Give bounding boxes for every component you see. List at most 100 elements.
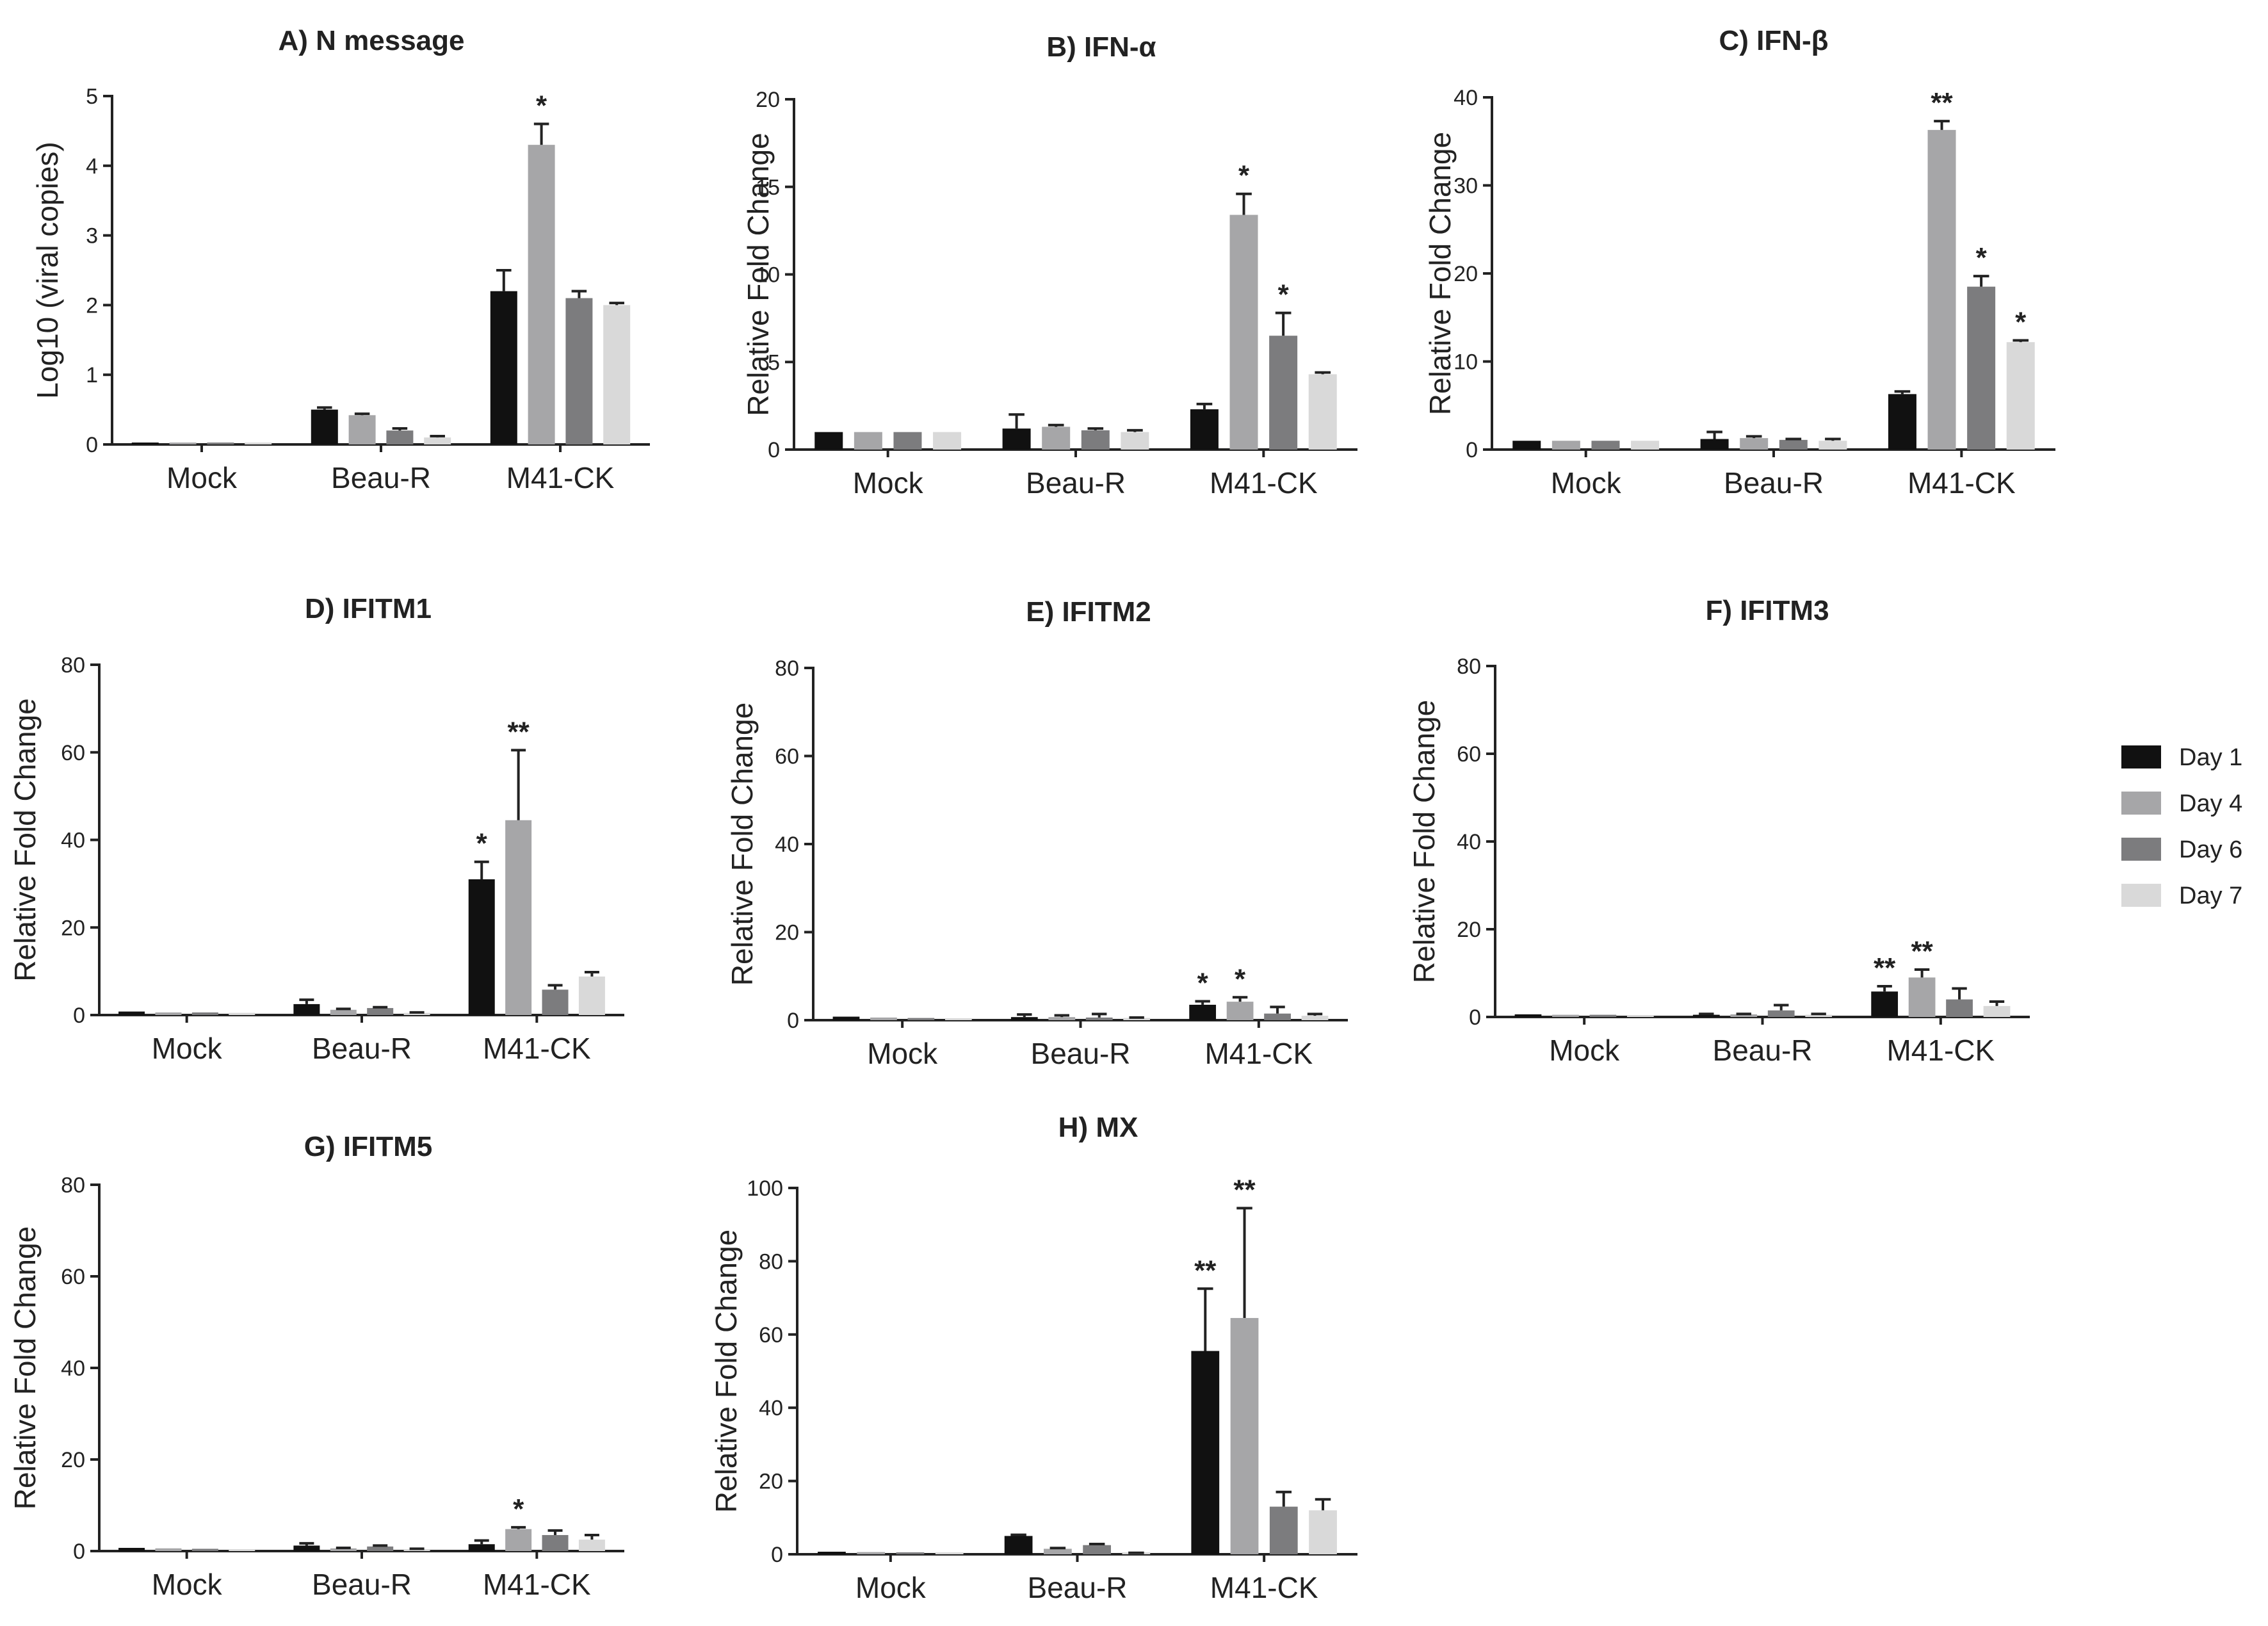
y-tick-label: 0 — [73, 1004, 85, 1028]
bar-day-1 — [1004, 1536, 1033, 1554]
x-tick-label: Mock — [867, 1037, 938, 1070]
bar-day-6 — [1779, 439, 1808, 450]
y-tick-label: 60 — [775, 745, 799, 769]
x-tick-label: Mock — [853, 466, 924, 500]
panel-title: E) IFITM2 — [1026, 596, 1151, 628]
bar-day-7 — [1818, 441, 1847, 450]
y-tick-label: 40 — [1457, 830, 1481, 854]
bar-day-7 — [944, 1018, 972, 1020]
bar-day-1 — [293, 1545, 320, 1551]
significance-marker: * — [1976, 242, 1988, 273]
panel-title: D) IFITM1 — [305, 593, 432, 624]
panel-title: A) N message — [278, 25, 464, 56]
significance-marker: * — [536, 90, 547, 122]
y-tick-label: 3 — [86, 224, 98, 248]
bar-day-6 — [191, 1012, 218, 1015]
bar-day-7 — [1301, 1016, 1329, 1020]
y-tick-label: 60 — [1457, 742, 1481, 767]
x-tick-label: Beau-R — [331, 461, 431, 494]
bar-day-7 — [578, 1540, 605, 1551]
y-tick-label: 20 — [1454, 262, 1478, 286]
bar-day-7 — [2006, 342, 2035, 450]
bar-day-1 — [468, 1544, 495, 1551]
bar-day-1 — [1871, 991, 1899, 1017]
bar-day-6 — [542, 1534, 569, 1551]
x-tick-label: Mock — [152, 1032, 223, 1065]
y-tick-label: 80 — [61, 1173, 85, 1198]
x-tick-label: Beau-R — [312, 1032, 412, 1065]
bar-day-7 — [1805, 1014, 1833, 1017]
legend: Day 1 Day 4 Day 6 Day 7 — [2121, 744, 2242, 909]
chart-panel-h: H) MX Relative Fold Change 0 20 40 60 80 100 Moc… — [709, 1112, 1357, 1604]
y-tick-label: 20 — [759, 1470, 783, 1494]
y-axis-label: Relative Fold Change — [741, 133, 775, 416]
bar-day-1 — [468, 879, 495, 1015]
significance-marker: * — [2015, 307, 2027, 338]
y-axis-label: Relative Fold Change — [1423, 132, 1457, 415]
chart-panel-f: F) IFITM3 Relative Fold Change 0 20 40 60 80 Mo… — [1407, 595, 2030, 1067]
y-axis-label: Relative Fold Change — [8, 698, 42, 981]
bar-day-7 — [1308, 374, 1337, 450]
y-tick-label: 60 — [61, 741, 85, 765]
bar-day-7 — [578, 976, 605, 1015]
x-tick-label: M41-CK — [483, 1032, 591, 1065]
y-tick-label: 80 — [1457, 654, 1481, 679]
bar-day-7 — [229, 1012, 255, 1015]
legend-swatch-day-4 — [2121, 792, 2161, 815]
bar-day-6 — [1083, 1545, 1111, 1554]
x-tick-label: Mock — [166, 461, 238, 494]
bar-day-4 — [857, 1552, 886, 1554]
bar-day-6 — [1269, 1506, 1298, 1554]
y-tick-label: 20 — [61, 1448, 85, 1472]
bar-day-4 — [1042, 427, 1071, 450]
chart-panel-b: B) IFN-α Relative Fold Change 0 5 10 15 20 Mock… — [741, 31, 1357, 500]
y-tick-label: 0 — [1466, 438, 1478, 462]
panel-title: G) IFITM5 — [304, 1131, 432, 1162]
y-tick-label: 0 — [771, 1543, 783, 1567]
legend-label: Day 6 — [2179, 836, 2242, 863]
bar-day-4 — [1226, 1002, 1254, 1020]
bar-day-4 — [854, 432, 882, 450]
y-tick-label: 5 — [768, 350, 780, 375]
bar-day-6 — [191, 1549, 218, 1551]
y-tick-label: 20 — [61, 916, 85, 940]
x-tick-label: Beau-R — [1026, 466, 1126, 500]
chart-panel-g: G) IFITM5 Relative Fold Change 0 20 40 60 80 Mo… — [8, 1131, 624, 1601]
y-tick-label: 30 — [1454, 174, 1478, 199]
panel-title: H) MX — [1058, 1112, 1138, 1143]
bar-day-1 — [1692, 1014, 1720, 1017]
bar-day-7 — [935, 1552, 964, 1554]
y-tick-label: 0 — [73, 1540, 85, 1564]
bar-day-4 — [330, 1548, 357, 1551]
bar-day-1 — [293, 1004, 320, 1015]
bar-day-4 — [1229, 215, 1258, 450]
bar-day-4 — [1908, 977, 1936, 1017]
x-tick-label: Mock — [1551, 466, 1622, 500]
bar-day-4 — [1230, 1318, 1259, 1554]
bar-day-1 — [814, 432, 843, 450]
bar-day-7 — [229, 1549, 255, 1551]
x-tick-label: Beau-R — [1724, 466, 1824, 500]
legend-label: Day 4 — [2179, 790, 2242, 817]
y-tick-label: 10 — [756, 263, 780, 288]
bar-day-1 — [1512, 441, 1541, 450]
y-tick-label: 80 — [775, 656, 799, 681]
panel-title: F) IFITM3 — [1705, 595, 1829, 626]
bar-day-1 — [1191, 1351, 1220, 1554]
y-axis-label: Relative Fold Change — [725, 703, 759, 986]
x-tick-label: Mock — [152, 1568, 223, 1601]
y-tick-label: 80 — [61, 653, 85, 678]
bar-day-6 — [1767, 1010, 1795, 1017]
bar-day-4 — [1730, 1014, 1758, 1017]
y-tick-label: 5 — [86, 85, 98, 109]
x-tick-label: Mock — [855, 1571, 927, 1604]
bar-day-6 — [367, 1546, 394, 1551]
bar-day-6 — [565, 298, 593, 444]
y-tick-label: 10 — [1454, 350, 1478, 375]
bar-day-1 — [832, 1016, 860, 1020]
legend-swatch-day-6 — [2121, 838, 2161, 861]
significance-marker: * — [1278, 279, 1290, 311]
bar-day-4 — [870, 1017, 897, 1020]
bar-day-7 — [603, 305, 631, 444]
bar-day-6 — [1967, 286, 1996, 450]
